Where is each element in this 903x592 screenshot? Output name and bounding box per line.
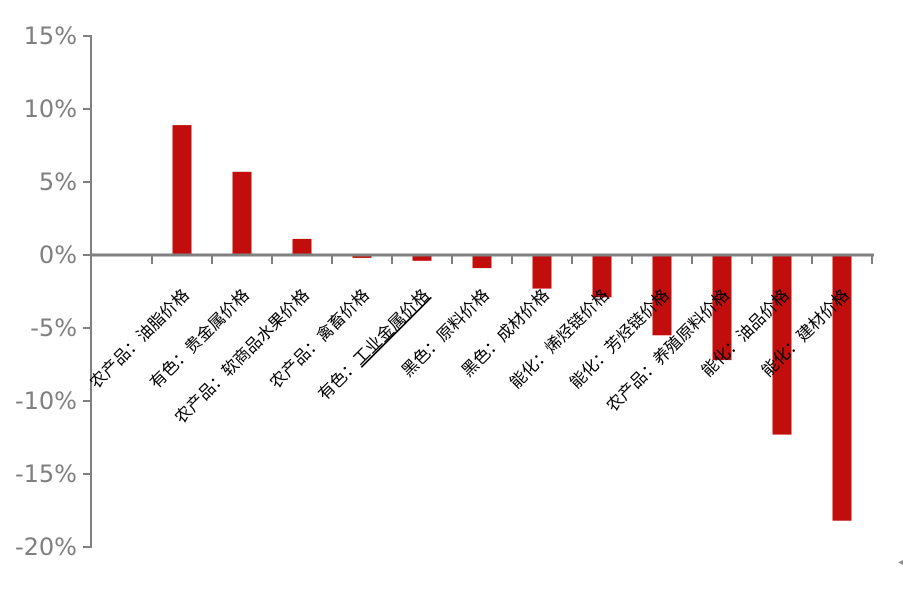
axes-group bbox=[90, 35, 874, 548]
category-label-8: 能化：芳烃链价格 bbox=[566, 285, 673, 392]
bar-0 bbox=[172, 125, 192, 255]
bar-8 bbox=[652, 255, 672, 336]
bar-10 bbox=[772, 255, 792, 435]
category-label-7: 能化：烯烃链价格 bbox=[506, 285, 613, 392]
category-label-0: 农产品：油脂价格 bbox=[86, 285, 193, 392]
y-axis-tick-label: -5% bbox=[30, 314, 77, 342]
bar-4 bbox=[412, 255, 432, 261]
bar-11 bbox=[832, 255, 852, 521]
y-axis-tick-label: 15% bbox=[24, 22, 77, 50]
x-axis-ticks bbox=[151, 256, 873, 264]
bar-9 bbox=[712, 255, 732, 361]
category-labels: 农产品：油脂价格有色：贵金属价格农产品：软商品水果价格农产品：禽畜价格有色：工业… bbox=[86, 285, 853, 427]
y-axis-tick-label: -15% bbox=[15, 460, 77, 488]
y-axis-ticks: 15% 10% 5% 0% -5% -10% -15% -20% bbox=[15, 22, 91, 561]
bar-6 bbox=[532, 255, 552, 289]
bar-2 bbox=[292, 238, 312, 255]
y-axis-tick-label: -10% bbox=[15, 387, 77, 415]
bar-7 bbox=[592, 255, 612, 298]
bar-1 bbox=[232, 171, 252, 255]
y-axis-tick-label: 0% bbox=[39, 241, 77, 269]
category-label-4: 有色：工业金属价格 bbox=[314, 285, 433, 404]
y-axis-tick-label: 10% bbox=[24, 95, 77, 123]
corner-arrow-icon: ◀ bbox=[898, 555, 903, 569]
category-label-1: 有色：贵金属价格 bbox=[146, 285, 253, 392]
bar-5 bbox=[472, 255, 492, 269]
y-axis-tick-label: -20% bbox=[15, 533, 77, 561]
y-axis-tick-label: 5% bbox=[39, 168, 77, 196]
category-label-3: 农产品：禽畜价格 bbox=[266, 285, 373, 392]
